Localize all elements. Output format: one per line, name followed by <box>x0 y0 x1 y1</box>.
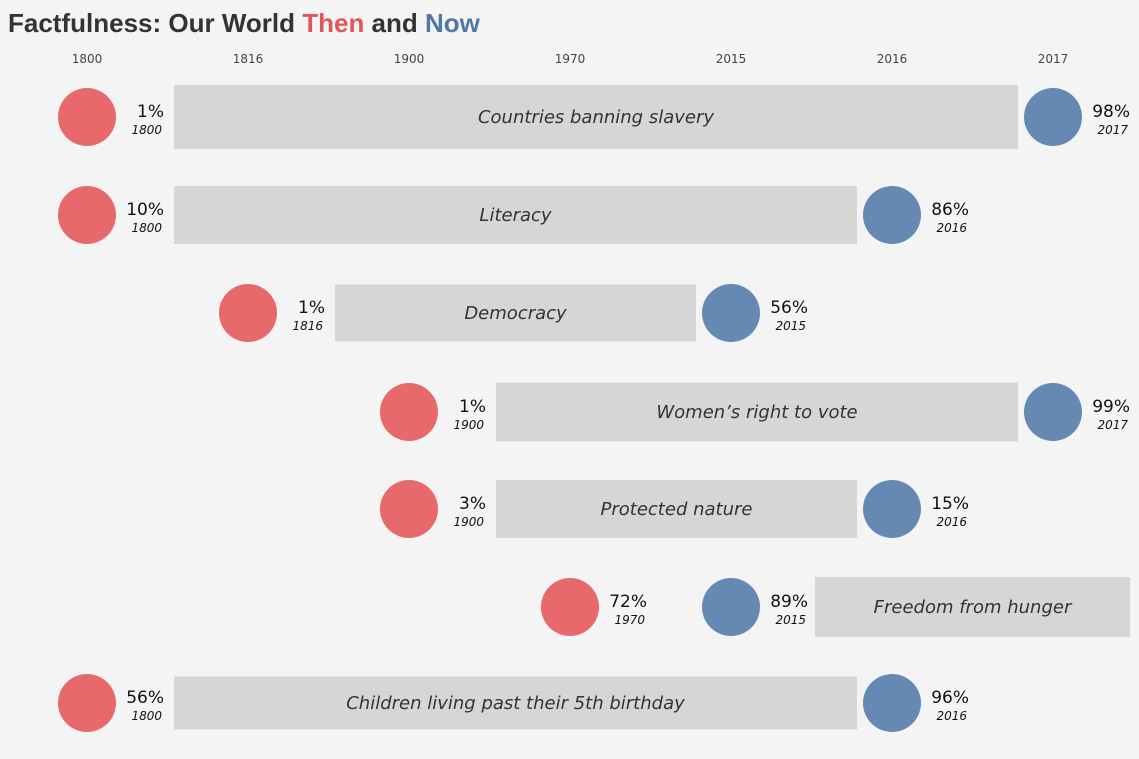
chart-title: Factfulness: Our World Then and Now <box>8 8 480 39</box>
then-year-label: 1800 <box>131 221 162 235</box>
then-value-label: 56% <box>126 688 164 708</box>
then-circle <box>58 88 116 146</box>
then-circle <box>219 284 277 342</box>
now-year-label: 2015 <box>775 613 806 627</box>
now-year-label: 2015 <box>775 319 806 333</box>
now-value-label: 89% <box>770 592 808 612</box>
then-value-label: 10% <box>126 200 164 220</box>
then-circle <box>380 480 438 538</box>
row-label: Children living past their 5th birthday <box>346 693 685 714</box>
now-value-label: 56% <box>770 298 808 318</box>
title-then: Then <box>302 8 365 38</box>
x-tick-label: 1900 <box>394 52 425 66</box>
row-bar <box>815 577 1130 637</box>
row-label: Women’s right to vote <box>656 402 857 423</box>
x-tick-label: 2017 <box>1038 52 1069 66</box>
then-value-label: 1% <box>459 397 486 417</box>
row-label: Literacy <box>479 205 551 226</box>
then-year-label: 1816 <box>292 319 323 333</box>
row-bar <box>174 85 1018 149</box>
x-tick-label: 1970 <box>555 52 586 66</box>
then-year-label: 1900 <box>453 418 484 432</box>
now-year-label: 2016 <box>936 515 967 529</box>
now-year-label: 2017 <box>1097 123 1128 137</box>
now-value-label: 98% <box>1092 102 1130 122</box>
now-value-label: 96% <box>931 688 969 708</box>
row-label: Freedom from hunger <box>874 597 1073 618</box>
x-tick-label: 1816 <box>233 52 264 66</box>
then-value-label: 3% <box>459 494 486 514</box>
now-circle <box>1024 383 1082 441</box>
then-year-label: 1800 <box>131 709 162 723</box>
x-tick-label: 1800 <box>72 52 103 66</box>
row-label: Countries banning slavery <box>478 107 714 128</box>
now-year-label: 2017 <box>1097 418 1128 432</box>
row-bar <box>496 480 857 538</box>
then-value-label: 1% <box>137 102 164 122</box>
then-value-label: 1% <box>298 298 325 318</box>
now-circle <box>702 284 760 342</box>
now-circle <box>863 480 921 538</box>
now-circle <box>863 186 921 244</box>
then-circle <box>58 186 116 244</box>
then-circle <box>380 383 438 441</box>
x-tick-label: 2016 <box>877 52 908 66</box>
then-year-label: 1900 <box>453 515 484 529</box>
row-bar <box>174 186 857 244</box>
title-prefix: Factfulness: Our World <box>8 8 303 38</box>
row-label: Democracy <box>464 303 567 324</box>
then-circle <box>541 578 599 636</box>
now-circle <box>1024 88 1082 146</box>
row-bar <box>335 284 696 342</box>
then-value-label: 72% <box>609 592 647 612</box>
then-year-label: 1800 <box>131 123 162 137</box>
now-year-label: 2016 <box>936 709 967 723</box>
row-bar <box>496 382 1018 442</box>
row-label: Protected nature <box>601 499 753 520</box>
now-value-label: 99% <box>1092 397 1130 417</box>
now-value-label: 86% <box>931 200 969 220</box>
x-tick-label: 2015 <box>716 52 747 66</box>
title-now: Now <box>425 8 480 38</box>
row-bar <box>174 676 857 730</box>
now-year-label: 2016 <box>936 221 967 235</box>
then-circle <box>58 674 116 732</box>
then-year-label: 1970 <box>614 613 645 627</box>
now-circle <box>863 674 921 732</box>
now-value-label: 15% <box>931 494 969 514</box>
now-circle <box>702 578 760 636</box>
title-middle: and <box>364 8 425 38</box>
